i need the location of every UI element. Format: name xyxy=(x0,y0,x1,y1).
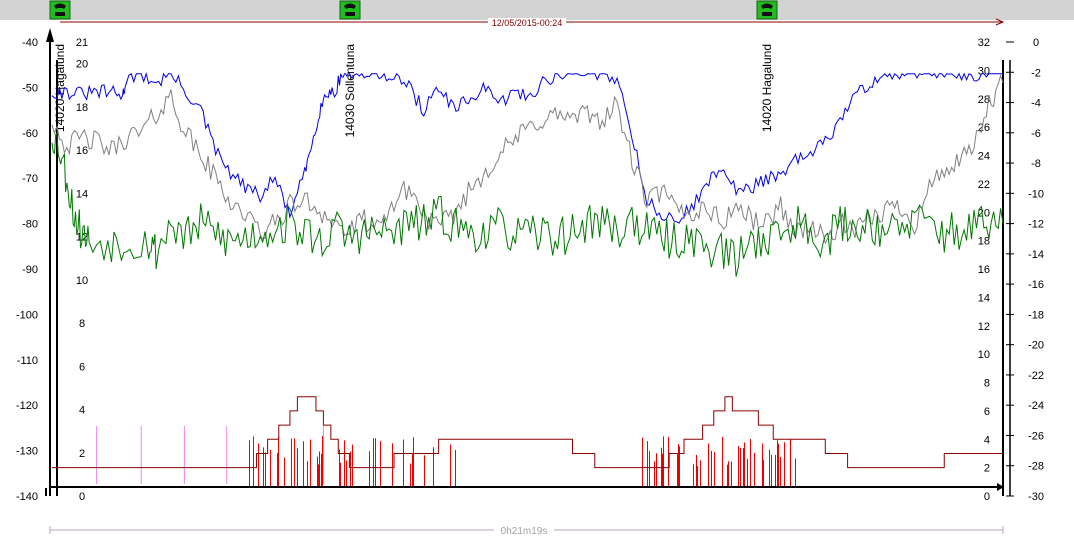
tick-label-right-inner: 0 xyxy=(984,491,990,503)
tick-label-left-dbm: -110 xyxy=(17,355,38,367)
tick-label-right-inner: 6 xyxy=(984,406,990,418)
tick-label-left-inner: 21 xyxy=(76,37,88,49)
tick-label-right-inner: 10 xyxy=(978,349,990,361)
duration-label-bg xyxy=(494,524,554,536)
tick-label-right-inner: 12 xyxy=(978,321,990,333)
phone-icon-glyph xyxy=(761,3,773,16)
tick-label-right-outer: -18 xyxy=(1028,309,1044,321)
tick-label-left-inner: 14 xyxy=(76,188,88,200)
tick-label-left-dbm: -140 xyxy=(16,491,38,503)
tick-label-right-inner: 32 xyxy=(978,37,990,49)
tick-label-left-dbm: -130 xyxy=(16,446,38,458)
tick-label-right-outer: -28 xyxy=(1028,461,1044,473)
tick-label-left-dbm: -100 xyxy=(16,309,38,321)
tick-label-left-dbm: -40 xyxy=(22,37,38,49)
tick-label-left-inner: 0 xyxy=(79,491,85,503)
tick-label-left-dbm: -80 xyxy=(22,219,38,231)
tick-label-right-outer: -16 xyxy=(1028,279,1044,291)
tick-label-left-dbm: -50 xyxy=(22,82,38,94)
tick-label-left-inner: 2 xyxy=(79,448,85,460)
tick-label-left-inner: 4 xyxy=(79,405,85,417)
tick-label-right-outer: -26 xyxy=(1028,430,1044,442)
tick-label-right-outer: 0 xyxy=(1033,37,1039,49)
phone-icon-glyph xyxy=(54,3,66,16)
tick-label-right-inner: 26 xyxy=(978,122,990,134)
event-bar xyxy=(0,0,1074,20)
tick-label-left-dbm: -60 xyxy=(22,128,38,140)
tick-label-right-inner: 20 xyxy=(978,207,990,219)
phone-icon-glyph xyxy=(344,3,356,16)
timestamp-label-bg xyxy=(488,18,566,28)
tick-label-right-inner: 4 xyxy=(984,434,990,446)
tick-label-right-inner: 2 xyxy=(984,463,990,475)
timestamp-arrow xyxy=(995,18,1005,26)
event-label: 14020 Hagalund xyxy=(760,44,774,132)
tick-label-right-outer: -30 xyxy=(1028,491,1044,503)
x-axis-arrow xyxy=(997,483,1004,491)
tick-label-left-dbm: -120 xyxy=(16,400,38,412)
tick-label-left-inner: 6 xyxy=(79,361,85,373)
tick-label-right-outer: -22 xyxy=(1028,370,1044,382)
tick-label-right-outer: -12 xyxy=(1028,219,1044,231)
tick-label-right-inner: 24 xyxy=(978,151,990,163)
tick-label-left-dbm: -90 xyxy=(22,264,38,276)
tick-label-left-inner: 10 xyxy=(76,275,88,287)
tick-label-left-dbm: -70 xyxy=(22,173,38,185)
tick-label-right-inner: 8 xyxy=(984,378,990,390)
tick-label-left-inner: 8 xyxy=(79,318,85,330)
tick-label-right-outer: -8 xyxy=(1031,158,1041,170)
tick-label-right-inner: 30 xyxy=(978,65,990,77)
tick-label-left-inner: 18 xyxy=(76,102,88,114)
tick-label-left-inner: 16 xyxy=(76,145,88,157)
series-line-green xyxy=(51,132,1004,277)
tick-label-right-inner: 28 xyxy=(978,94,990,106)
event-label: 14030 Sollentuna xyxy=(343,44,357,138)
tick-label-right-outer: -2 xyxy=(1031,67,1041,79)
tick-label-right-inner: 22 xyxy=(978,179,990,191)
tick-label-right-outer: -20 xyxy=(1028,340,1044,352)
duration-label: 0h21m19s xyxy=(501,526,548,537)
series-line-darkred xyxy=(52,396,1003,469)
tick-label-right-outer: -24 xyxy=(1028,400,1044,412)
tick-label-right-inner: 16 xyxy=(978,264,990,276)
left-axis-arrow xyxy=(46,28,54,42)
series-line-blue xyxy=(51,72,1003,224)
tick-label-right-inner: 18 xyxy=(978,236,990,248)
tick-label-right-inner: 14 xyxy=(978,292,990,304)
series-line-gray xyxy=(51,73,1004,245)
timestamp-label: 12/05/2015-00:24 xyxy=(492,18,563,28)
tick-label-right-outer: -4 xyxy=(1031,98,1041,110)
tick-label-left-inner: 20 xyxy=(76,59,88,71)
tick-label-right-outer: -10 xyxy=(1028,188,1044,200)
tick-label-right-outer: -14 xyxy=(1028,249,1044,261)
tick-label-right-outer: -6 xyxy=(1031,128,1041,140)
